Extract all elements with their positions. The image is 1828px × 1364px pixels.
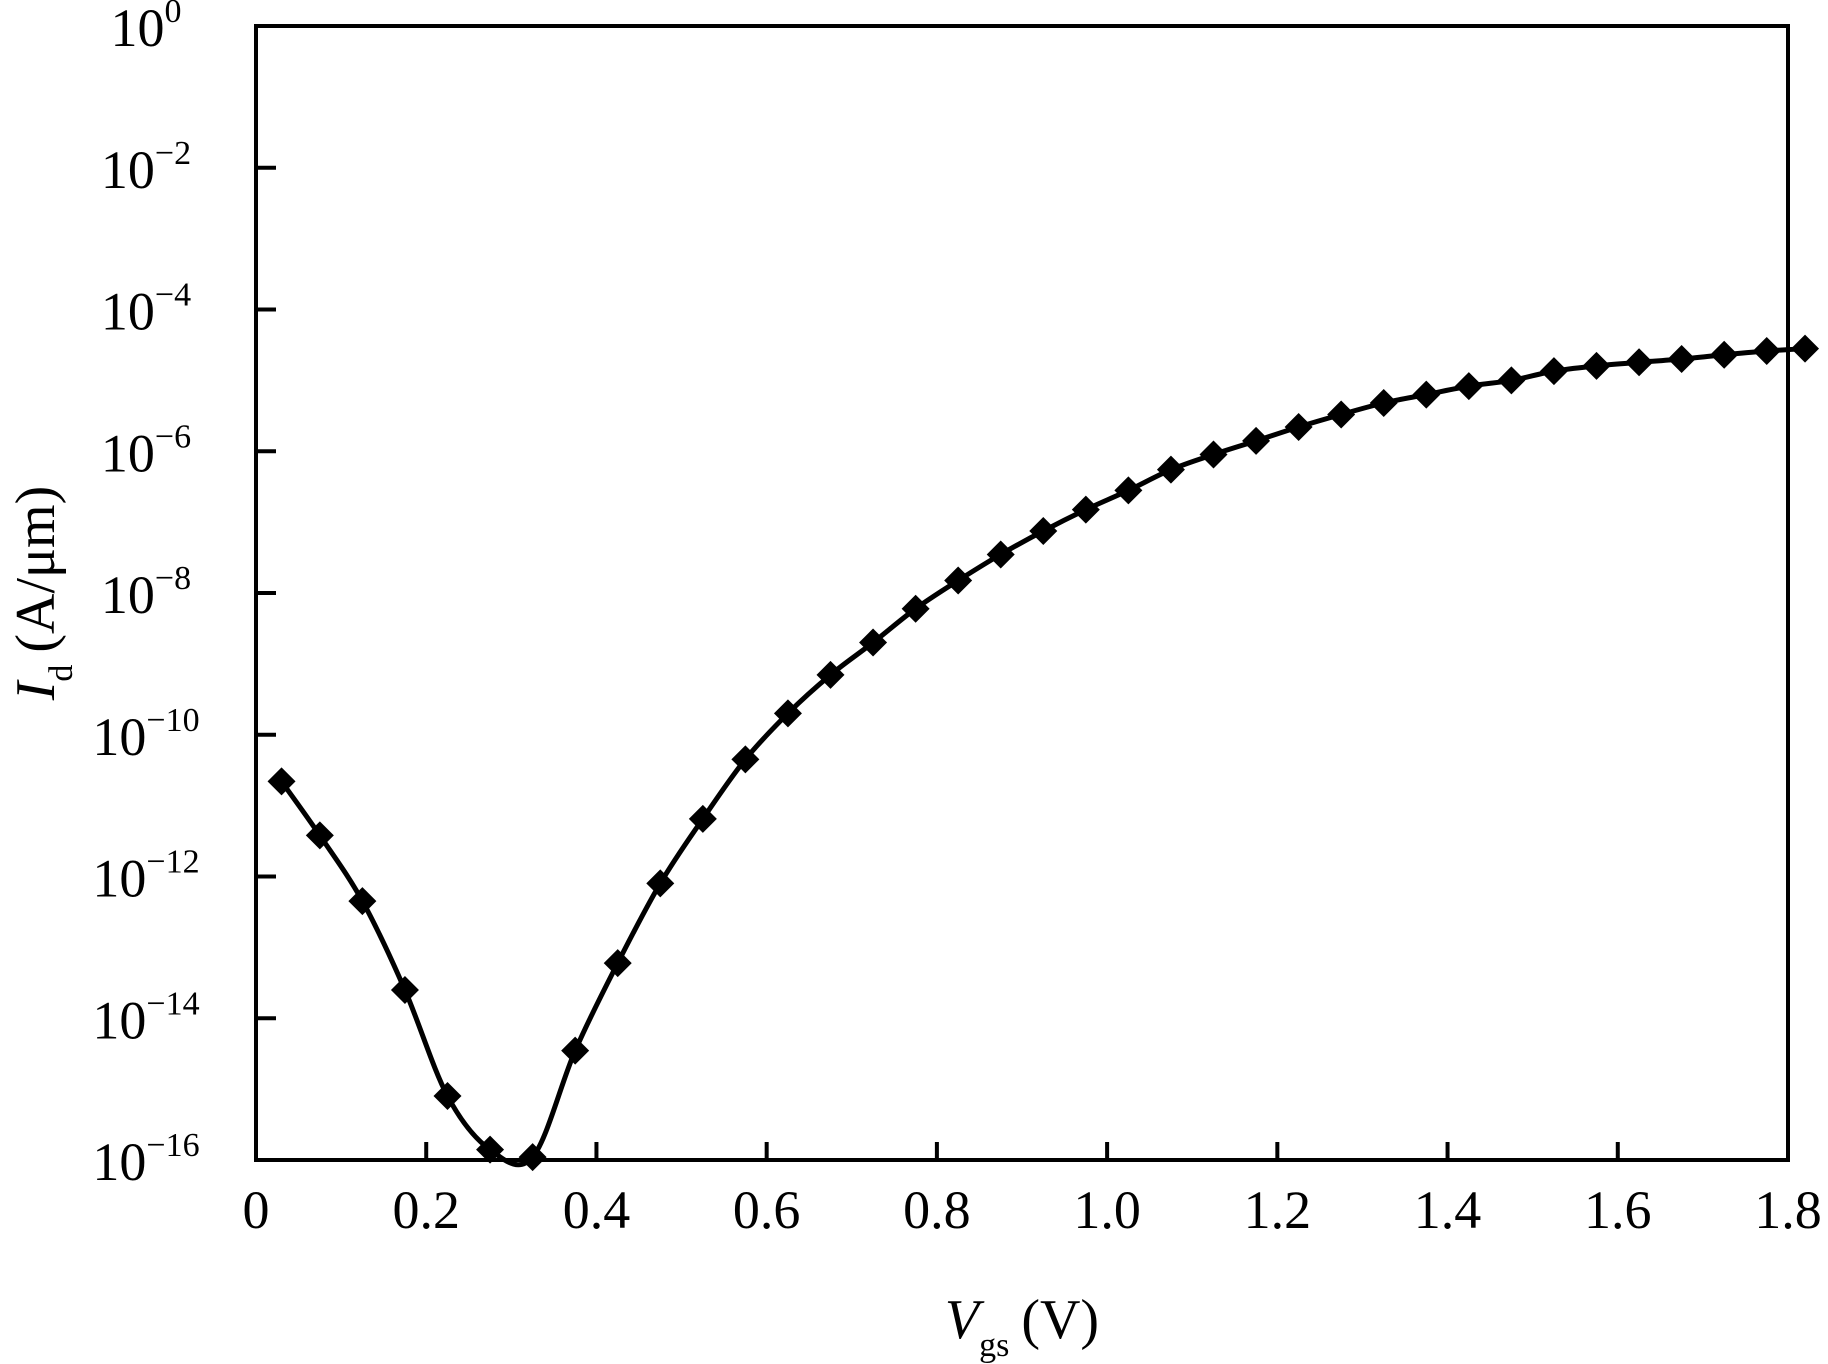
data-point-24 [1284,412,1313,441]
data-point-21 [1156,455,1185,484]
x-tick-label-9: 1.8 [1754,1180,1822,1240]
y-tick-label-3: 10−6 [101,418,191,483]
y-axis-label: Id (A/μm) [5,486,80,702]
x-tick-label-0: 0 [243,1180,270,1240]
y-tick-label-4: 10−8 [101,560,191,625]
data-point-31 [1582,351,1611,380]
data-point-2 [348,887,377,916]
x-axis-label-subscript: gs [979,1327,1009,1364]
data-point-14 [859,628,888,657]
x-tick-label-2: 0.4 [563,1180,631,1240]
data-point-33 [1667,345,1696,374]
series-markers [267,334,1820,1172]
data-point-35 [1752,336,1781,365]
data-point-6 [518,1143,547,1172]
data-point-11 [731,745,760,774]
data-point-9 [646,869,675,898]
data-point-23 [1242,426,1271,455]
data-point-34 [1710,340,1739,369]
y-axis-label-unit: (A/μm) [5,486,67,653]
y-tick-labels: 100 10−2 10−4 10−6 10−8 10−10 10−12 10−14 10−16 [92,0,199,1192]
x-axis-label: Vgs (V) [945,1289,1099,1364]
y-tick-label-8: 10−16 [92,1127,199,1192]
y-tick-label-0: 100 [111,0,182,58]
data-point-15 [901,594,930,623]
data-point-18 [1029,516,1058,545]
x-tick-label-1: 0.2 [392,1180,460,1240]
data-point-29 [1497,366,1526,395]
y-axis-label-subscript: d [43,665,80,682]
y-tick-label-7: 10−14 [92,985,199,1050]
data-point-0 [267,767,296,796]
plot-frame [254,24,1790,1162]
y-tick-label-6: 10−12 [92,844,199,909]
x-tick-label-7: 1.4 [1414,1180,1482,1240]
x-axis-label-unit: (V) [1021,1289,1099,1351]
x-tick-label-4: 0.8 [903,1180,971,1240]
data-point-20 [1114,476,1143,505]
data-point-25 [1327,400,1356,429]
data-point-3 [390,976,419,1005]
data-point-19 [1071,495,1100,524]
series-line [279,346,1806,1168]
data-point-1 [305,821,334,850]
data-point-5 [476,1135,505,1164]
x-tick-label-5: 1.0 [1073,1180,1141,1240]
y-tick-label-2: 10−4 [101,277,191,342]
x-tick-label-3: 0.6 [733,1180,801,1240]
y-axis-label-symbol: I [5,679,67,701]
y-tick-label-1: 10−2 [101,135,191,200]
data-point-32 [1625,348,1654,377]
data-point-10 [688,804,717,833]
x-tick-labels: 0 0.2 0.4 0.6 0.8 1.0 1.2 1.4 1.6 1.8 [243,1180,1822,1240]
x-axis-label-symbol: V [945,1289,985,1351]
data-point-22 [1199,440,1228,469]
data-point-28 [1454,372,1483,401]
data-point-36 [1791,334,1820,363]
data-point-12 [773,699,802,728]
data-point-8 [603,949,632,978]
data-point-13 [816,660,845,689]
data-point-4 [433,1081,462,1110]
y-axis-ticks [256,24,276,1162]
data-point-26 [1369,388,1398,417]
data-point-16 [944,566,973,595]
x-tick-label-6: 1.2 [1244,1180,1312,1240]
y-tick-label-5: 10−10 [92,702,199,767]
x-tick-label-8: 1.6 [1584,1180,1652,1240]
data-point-7 [561,1036,590,1065]
data-point-27 [1412,380,1441,409]
data-point-30 [1539,357,1568,386]
data-point-17 [986,540,1015,569]
